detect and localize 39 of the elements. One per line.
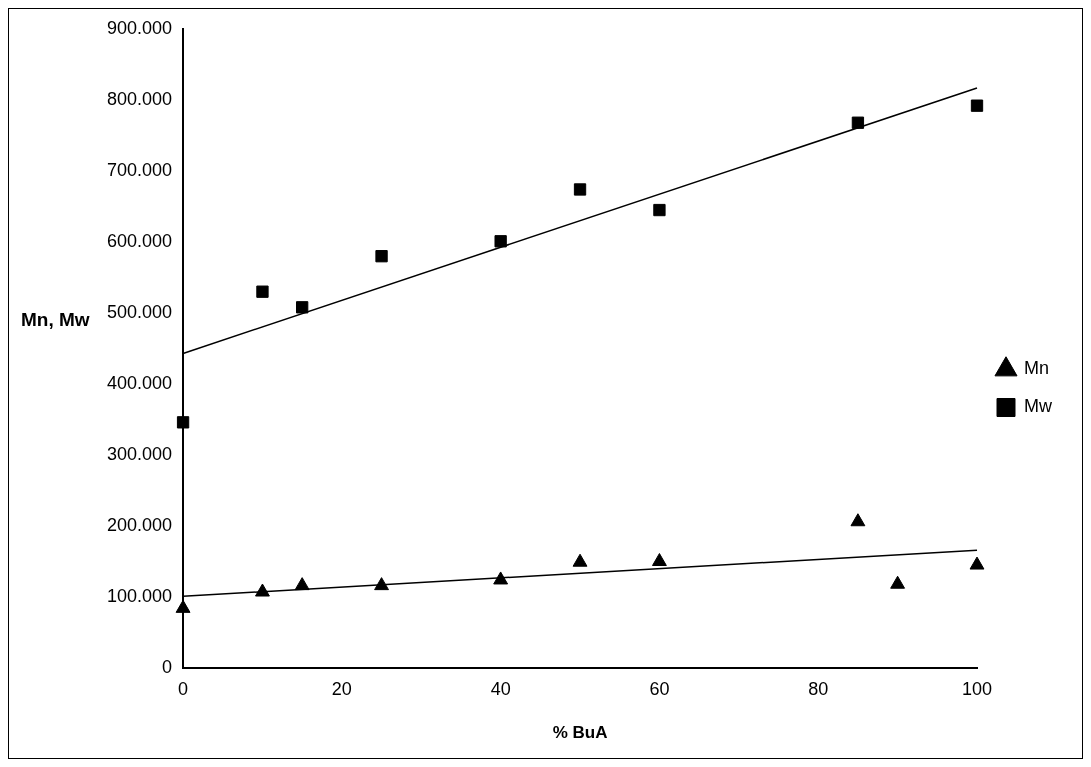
point <box>573 183 587 196</box>
x-tick-label: 0 <box>178 678 189 699</box>
legend-label: Mw <box>1024 396 1053 417</box>
y-tick-label: 0 <box>162 656 173 677</box>
point <box>256 285 269 298</box>
point <box>176 416 190 429</box>
point <box>294 577 310 591</box>
point <box>850 513 866 527</box>
point <box>652 553 667 566</box>
point <box>374 577 389 591</box>
y-tick-label: 900.000 <box>106 17 173 38</box>
point <box>296 301 309 314</box>
y-tick-label: 100.000 <box>106 585 173 606</box>
y-tick-label: 600.000 <box>106 230 173 251</box>
point <box>969 556 985 570</box>
y-tick-label: 300.000 <box>106 443 173 464</box>
point <box>851 116 865 129</box>
point <box>572 553 588 567</box>
x-tick-label: 40 <box>490 678 511 699</box>
y-tick-label: 200.000 <box>106 514 173 535</box>
point <box>970 99 984 112</box>
point <box>375 250 388 263</box>
x-tick-label: 80 <box>808 678 829 699</box>
point <box>653 203 666 217</box>
y-tick-label: 800.000 <box>106 88 173 109</box>
x-tick-label: 60 <box>649 678 670 699</box>
point <box>255 583 270 597</box>
point <box>175 599 191 613</box>
y-axis-title: Mn, Mw <box>21 309 90 331</box>
point <box>493 571 509 585</box>
y-tick-label: 500.000 <box>106 301 173 322</box>
legend-label: Mn <box>1024 358 1050 379</box>
x-tick-label: 100 <box>961 678 993 699</box>
x-axis-title: % BuA <box>552 723 608 743</box>
y-tick-label: 700.000 <box>106 159 173 180</box>
point <box>890 575 906 589</box>
y-tick-label: 400.000 <box>106 372 173 393</box>
x-tick-label: 20 <box>331 678 352 699</box>
point <box>494 235 507 248</box>
